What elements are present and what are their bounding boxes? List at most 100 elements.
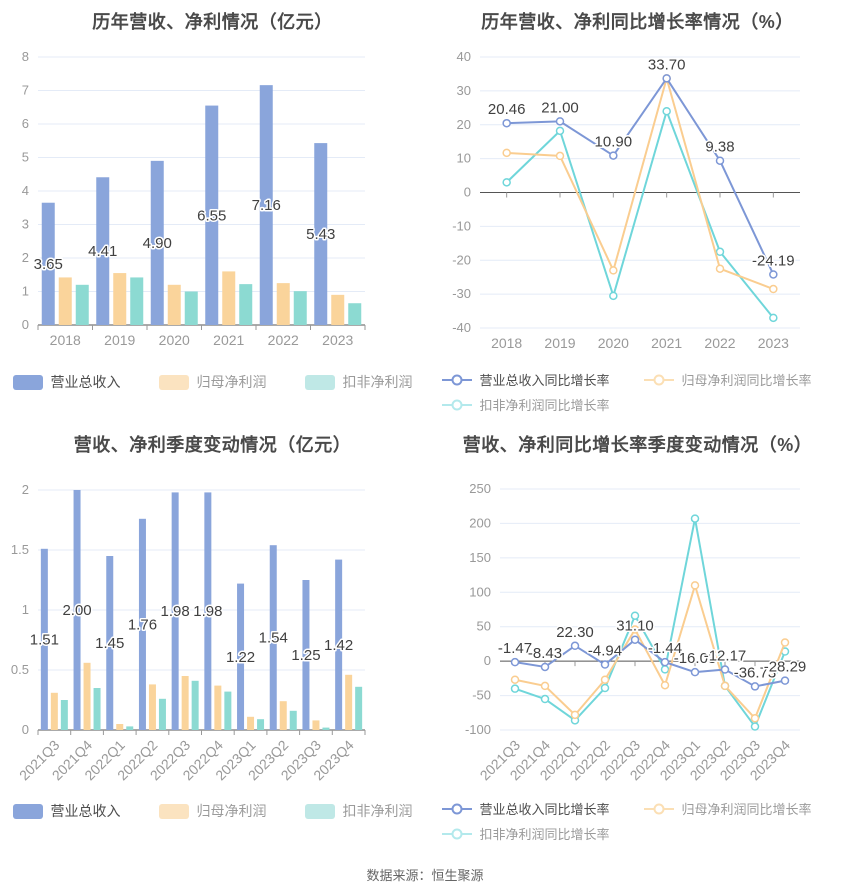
y-axis-tick-label: -30 bbox=[452, 286, 471, 301]
x-axis-category-label: 2019 bbox=[104, 332, 135, 348]
point-value-label: -28.29 bbox=[764, 659, 807, 676]
data-point-marker bbox=[769, 313, 778, 323]
series-line bbox=[506, 77, 774, 290]
data-point-marker bbox=[630, 625, 640, 634]
legend-item-deducted-net-profit[interactable]: 扣非净利润 bbox=[304, 801, 413, 821]
y-axis-tick-label: 200 bbox=[469, 515, 491, 530]
bar bbox=[158, 698, 166, 730]
legend-item-net-profit[interactable]: 归母净利润 bbox=[158, 801, 267, 821]
x-axis-category-label: 2022 bbox=[268, 332, 299, 348]
y-axis-tick-label: 8 bbox=[22, 49, 29, 64]
bar bbox=[355, 686, 363, 730]
annual-growth-chart-title: 历年营收、净利同比增长率情况（%） bbox=[481, 12, 794, 32]
y-axis-tick-label: 1 bbox=[22, 284, 29, 299]
y-axis-tick-label: -50 bbox=[472, 688, 491, 703]
y-axis-tick-label: 2 bbox=[22, 482, 29, 497]
data-point-marker bbox=[662, 106, 671, 116]
bar bbox=[335, 559, 343, 730]
y-axis-tick-label: 0 bbox=[484, 653, 491, 668]
bar-value-label: 1.98 bbox=[161, 603, 190, 620]
y-axis-tick-label: 4 bbox=[22, 183, 29, 198]
bar bbox=[331, 294, 345, 325]
point-value-label: 31.10 bbox=[616, 618, 654, 635]
point-value-label: -4.94 bbox=[588, 643, 622, 660]
legend-label: 营业总收入同比增长率 bbox=[479, 802, 610, 817]
legend-item-revenue-growth[interactable]: 营业总收入同比增长率 bbox=[441, 370, 610, 389]
legend-item-deducted-net-profit[interactable]: 扣非净利润 bbox=[304, 372, 413, 392]
data-point-marker bbox=[540, 662, 550, 672]
bar-value-label: 4.41 bbox=[88, 243, 117, 260]
data-point-marker bbox=[715, 156, 725, 165]
y-axis-tick-label: -20 bbox=[452, 252, 471, 267]
bar bbox=[130, 277, 144, 325]
legend-item-net-profit-growth[interactable]: 归母净利润同比增长率 bbox=[643, 799, 812, 818]
legend-item-deducted-net-profit-growth[interactable]: 扣非净利润同比增长率 bbox=[441, 395, 610, 414]
data-point-marker bbox=[600, 660, 610, 669]
point-value-label: 10.90 bbox=[595, 134, 633, 151]
bar bbox=[222, 271, 236, 325]
legend-label: 营业总收入 bbox=[50, 803, 121, 819]
bar-value-label: 1.25 bbox=[291, 647, 320, 664]
y-axis-tick-label: 3 bbox=[22, 217, 29, 232]
quarterly-amounts-bar-chart: 00.511.521.512.001.451.761.98 1.981.221.5… bbox=[11, 482, 366, 783]
annual-growth-panel: 历年营收、净利同比增长率情况（%） -40 -30 -20 -10 0 10 20 30 40 2… bbox=[425, 0, 850, 420]
line-marker-swatch-icon bbox=[441, 803, 472, 815]
line-marker-swatch-icon bbox=[643, 374, 674, 386]
bar bbox=[138, 518, 146, 730]
y-axis-tick-label: 0 bbox=[464, 185, 471, 200]
bar bbox=[113, 273, 127, 325]
quarterly-growth-line-chart: -100 -50 0 50 100 150 200 250 -1.47-8.43 22.30 -4.… bbox=[465, 481, 808, 783]
line-marker-swatch-icon bbox=[441, 374, 472, 386]
quarterly-growth-legend: 营业总收入同比增长率 归母净利润同比增长率 扣非净利润同比增长率 bbox=[441, 799, 834, 843]
data-point-marker bbox=[609, 291, 618, 301]
y-axis-tick-label: 0 bbox=[22, 317, 29, 332]
data-point-marker bbox=[715, 247, 725, 257]
bar bbox=[214, 685, 222, 730]
data-point-marker bbox=[662, 74, 671, 83]
bar bbox=[150, 160, 164, 325]
x-axis-category-label: 2023 bbox=[322, 332, 353, 348]
x-axis-category-label: 2020 bbox=[598, 335, 629, 351]
bar bbox=[93, 688, 101, 730]
data-point-marker bbox=[690, 581, 700, 590]
data-point-marker bbox=[750, 714, 760, 723]
bar bbox=[148, 684, 156, 730]
legend-item-net-profit-growth[interactable]: 归母净利润同比增长率 bbox=[643, 370, 812, 389]
y-axis-tick-label: 6 bbox=[22, 116, 29, 131]
x-axis-category-label: 2019 bbox=[544, 335, 575, 351]
series-line bbox=[514, 638, 786, 688]
data-point-marker bbox=[555, 117, 565, 126]
bar-value-label: 2.00 bbox=[62, 602, 91, 619]
bar-value-label: 1.45 bbox=[95, 635, 124, 652]
legend-item-total-revenue[interactable]: 营业总收入 bbox=[12, 801, 121, 821]
legend-label: 扣非净利润同比增长率 bbox=[479, 398, 610, 413]
bar bbox=[60, 700, 68, 730]
quarterly-amounts-legend: 营业总收入 归母净利润 扣非净利润 bbox=[0, 801, 425, 821]
bar bbox=[106, 556, 114, 730]
data-point-marker bbox=[720, 665, 730, 674]
line-marker-swatch-icon bbox=[643, 803, 674, 815]
data-point-marker bbox=[609, 151, 618, 160]
legend-item-total-revenue[interactable]: 营业总收入 bbox=[12, 372, 121, 392]
y-axis-tick-label: -10 bbox=[452, 218, 471, 233]
point-value-label: 33.70 bbox=[648, 56, 686, 73]
data-point-marker bbox=[690, 667, 700, 677]
y-axis-tick-label: 0.5 bbox=[11, 662, 29, 677]
data-point-marker bbox=[750, 682, 760, 691]
legend-label: 归母净利润 bbox=[196, 374, 267, 390]
bar-swatch-icon bbox=[12, 374, 43, 390]
legend-item-net-profit[interactable]: 归母净利润 bbox=[158, 372, 267, 392]
data-point-marker bbox=[600, 683, 610, 693]
bar bbox=[348, 303, 362, 325]
data-point-marker bbox=[690, 514, 700, 523]
y-axis-tick-label: 150 bbox=[469, 550, 491, 565]
x-axis-category-label: 2023 bbox=[758, 335, 789, 351]
data-point-marker bbox=[510, 657, 520, 667]
y-axis-tick-label: 0 bbox=[22, 722, 29, 737]
legend-item-revenue-growth[interactable]: 营业总收入同比增长率 bbox=[441, 799, 610, 818]
bar-value-label: 3.65 bbox=[34, 256, 63, 273]
bar bbox=[40, 548, 48, 730]
data-point-marker bbox=[769, 270, 778, 279]
data-point-marker bbox=[540, 694, 550, 704]
legend-item-deducted-net-profit-growth[interactable]: 扣非净利润同比增长率 bbox=[441, 824, 610, 843]
